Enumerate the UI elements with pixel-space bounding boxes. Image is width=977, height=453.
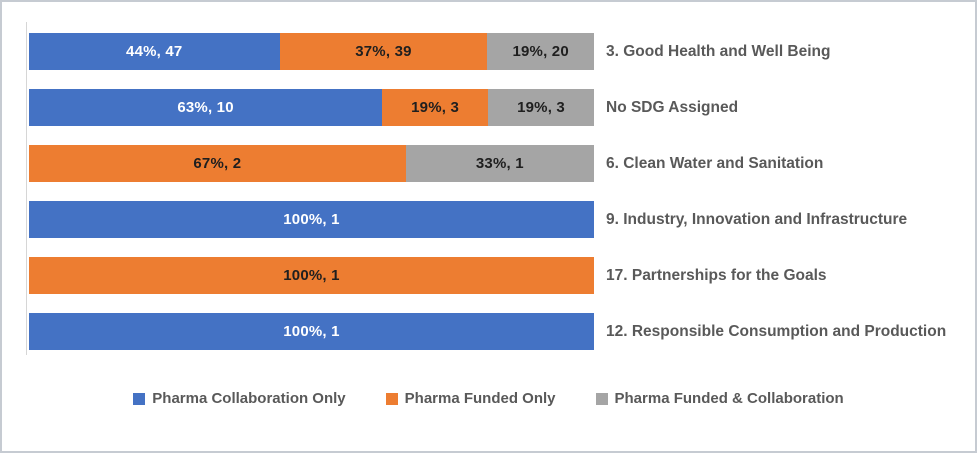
bar-segment: 37%, 39 (279, 33, 488, 70)
bar-segment: 33%, 1 (405, 145, 594, 182)
legend-label: Pharma Funded & Collaboration (614, 390, 844, 407)
bar-segment-label: 33%, 1 (475, 155, 524, 172)
bar-segment: 63%, 10 (29, 89, 383, 126)
y-axis-line (26, 22, 27, 355)
bar-segment: 19%, 3 (488, 89, 594, 126)
bar-segment-label: 37%, 39 (355, 43, 412, 60)
bar-segment-label: 63%, 10 (177, 99, 234, 116)
bar-segment: 100%, 1 (29, 257, 594, 294)
stacked-bar: 63%, 10 19%, 3 19%, 3 (29, 89, 594, 126)
category-label: No SDG Assigned (606, 98, 739, 116)
bar-segment-label: 100%, 1 (283, 211, 340, 228)
category-label: 6. Clean Water and Sanitation (606, 154, 824, 172)
legend-marker-icon (385, 392, 398, 405)
bar-segment-label: 19%, 3 (517, 99, 565, 116)
legend-marker-icon (133, 392, 146, 405)
bar-row: 100%, 1 9. Industry, Innovation and Infra… (29, 201, 959, 238)
legend-item: Pharma Collaboration Only (133, 390, 346, 407)
stacked-bar: 100%, 1 (29, 201, 594, 238)
bar-segment-label: 19%, 20 (512, 43, 569, 60)
bar-segment: 19%, 3 (382, 89, 489, 126)
category-label: 17. Partnerships for the Goals (606, 266, 827, 284)
bar-segment: 100%, 1 (29, 313, 594, 350)
stacked-bar: 67%, 2 33%, 1 (29, 145, 594, 182)
bar-row: 100%, 1 17. Partnerships for the Goals (29, 257, 959, 294)
bar-segment: 19%, 20 (487, 33, 594, 70)
plot-area: 44%, 47 37%, 39 19%, 20 3. Good Health and … (29, 33, 959, 369)
bar-segment-label: 100%, 1 (283, 267, 340, 284)
legend: Pharma Collaboration Only Pharma Funded O… (2, 390, 975, 407)
category-label: 3. Good Health and Well Being (606, 42, 831, 60)
bar-segment: 67%, 2 (29, 145, 406, 182)
category-label: 12. Responsible Consumption and Producti… (606, 322, 947, 340)
legend-item: Pharma Funded & Collaboration (595, 390, 844, 407)
legend-item: Pharma Funded Only (385, 390, 556, 407)
bar-segment-label: 67%, 2 (193, 155, 242, 172)
bar-segment: 100%, 1 (29, 201, 594, 238)
bar-row: 44%, 47 37%, 39 19%, 20 3. Good Health and … (29, 33, 959, 70)
stacked-bar: 100%, 1 (29, 313, 594, 350)
legend-label: Pharma Funded Only (404, 390, 556, 407)
stacked-bar: 44%, 47 37%, 39 19%, 20 (29, 33, 594, 70)
legend-label: Pharma Collaboration Only (152, 390, 346, 407)
category-label: 9. Industry, Innovation and Infrastructu… (606, 210, 908, 228)
bar-row: 63%, 10 19%, 3 19%, 3 No SDG Assigned (29, 89, 959, 126)
bar-segment-label: 19%, 3 (411, 99, 460, 116)
bar-segment-label: 44%, 47 (126, 43, 183, 60)
bar-segment-label: 100%, 1 (283, 323, 340, 340)
bar-row: 67%, 2 33%, 1 6. Clean Water and Sanitatio… (29, 145, 959, 182)
stacked-bar: 100%, 1 (29, 257, 594, 294)
legend-marker-icon (595, 392, 608, 405)
bar-segment: 44%, 47 (29, 33, 280, 70)
bar-row: 100%, 1 12. Responsible Consumption and P… (29, 313, 959, 350)
